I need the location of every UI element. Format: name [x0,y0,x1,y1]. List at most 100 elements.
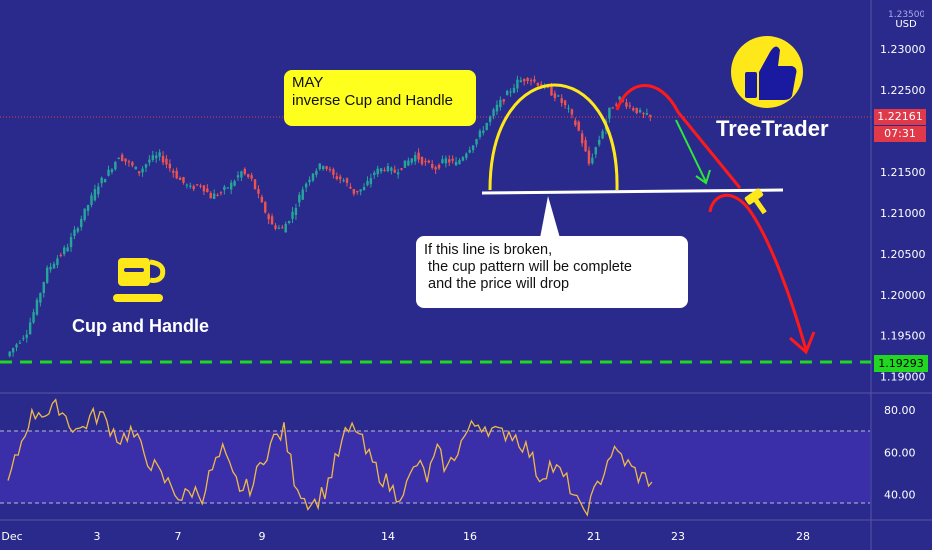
bar-countdown: 07:31 [874,126,926,142]
candle-body [63,247,66,255]
candle-body [488,116,492,122]
candle-body [376,168,379,175]
candle-body [342,180,345,182]
candle-body [311,173,315,181]
gavel-icon [744,188,767,215]
currency-label: 1.23500 USD [888,9,924,31]
candle-body [431,163,434,168]
candle-body [11,347,15,353]
candle-body [580,133,584,144]
candle-body [383,169,386,171]
candle-body [86,205,90,211]
candle-body [165,158,168,165]
candle-body [223,186,226,190]
candle-body [437,164,441,169]
candle-body [103,179,107,183]
candle-body [557,95,560,97]
candle-body [301,189,304,200]
candle-body [413,155,417,162]
candle-body [516,79,519,89]
candle-body [172,170,175,173]
price-tick-label: 1.20500 [880,248,926,261]
candle-body [434,167,437,170]
candle-body [134,166,137,170]
may-callout-line1: MAY [292,74,324,91]
candle-body [216,194,219,196]
candle-body [635,107,638,114]
candle-body [597,139,601,145]
candle-body [594,147,597,155]
callout-pointer [540,196,560,238]
time-tick-label: 23 [671,530,685,543]
candle-body [591,157,594,164]
drop-arrow [708,193,808,351]
candle-body [90,195,93,205]
candle-body [454,161,458,166]
candle-body [22,337,25,339]
candle-body [461,157,465,161]
price-tick-label: 1.22500 [880,84,926,97]
may-callout: MAY inverse Cup and Handle [284,70,476,126]
oscillator-tick-label: 60.00 [884,446,916,459]
candle-body [206,188,209,193]
time-tick-label: 3 [94,530,101,543]
candle-body [608,107,611,119]
candle-body [632,108,635,111]
candle-body [505,90,509,96]
brand-label: TreeTrader [716,116,829,141]
price-tick-label: 1.21500 [880,166,926,179]
candle-body [468,149,471,153]
candle-body [349,186,352,189]
candle-body [308,179,311,183]
candle-body [451,158,454,161]
handle-arc [615,84,742,189]
candle-body [281,227,284,229]
candle-body [42,282,45,293]
candle-body [274,225,277,229]
candle-body [277,227,281,229]
candle-body [66,247,69,252]
price-tick-label: 1.19000 [880,371,926,384]
candle-body [236,175,240,178]
candle-body [131,162,134,166]
candle-body [100,177,103,184]
candle-body [519,80,523,83]
oscillator-band [0,431,870,503]
candle-body [523,78,526,82]
candles-group [8,75,652,358]
small-arrow-head [695,169,711,185]
candle-body [366,180,369,186]
oscillator-tick-label: 40.00 [884,489,916,502]
candle-body [28,322,32,335]
candle-body [182,177,185,183]
price-tick-label: 1.21000 [880,207,926,220]
candle-body [359,189,362,192]
candle-body [240,171,243,178]
candle-body [642,113,645,115]
candle-body [151,155,155,160]
candle-body [577,121,580,131]
candle-body [321,166,325,170]
candle-body [601,131,604,139]
candle-body [615,104,618,106]
candle-body [512,87,516,93]
candle-body [124,158,127,162]
candle-body [69,237,73,248]
candle-body [584,140,587,152]
candle-body [284,223,287,233]
candle-body [492,109,495,116]
candle-body [356,190,359,193]
candle-body [536,82,540,86]
candle-body [458,160,461,164]
candle-body [529,80,533,82]
candle-body [56,258,59,265]
time-tick-label: 9 [259,530,266,543]
candle-body [247,174,250,177]
price-tick-label: 1.23000 [880,43,926,56]
candle-body [18,342,22,344]
candle-body [625,102,628,107]
candle-body [550,86,553,96]
candle-body [127,161,131,163]
oscillator-tick-label: 80.00 [884,404,916,417]
